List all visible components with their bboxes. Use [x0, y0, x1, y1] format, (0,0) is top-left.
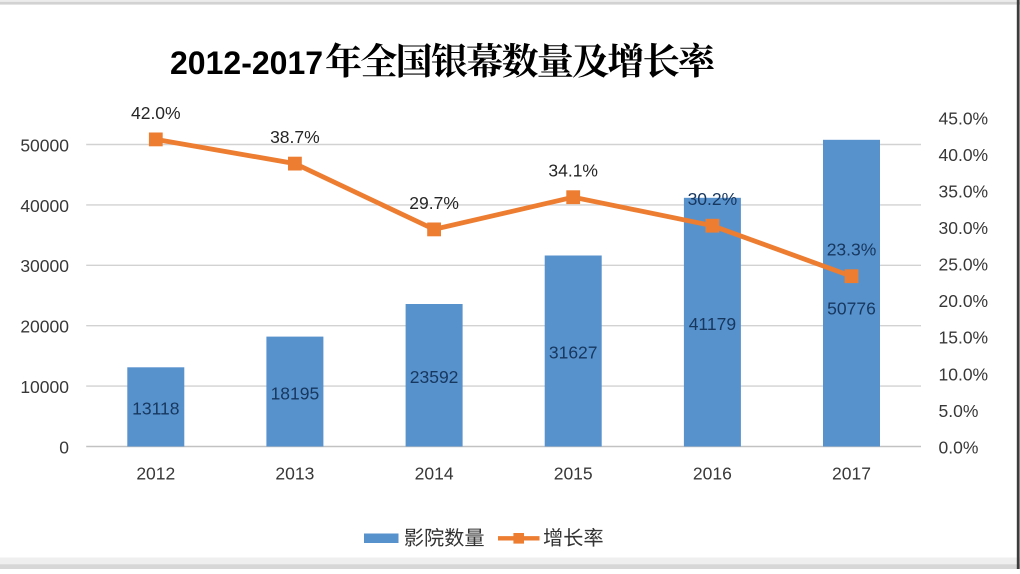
svg-text:2012-2017: 2012-2017 — [170, 45, 323, 81]
svg-text:30.2%: 30.2% — [688, 189, 738, 209]
svg-text:2013: 2013 — [275, 463, 314, 483]
svg-text:31627: 31627 — [549, 343, 598, 363]
svg-text:45.0%: 45.0% — [939, 108, 989, 128]
svg-text:30.0%: 30.0% — [939, 218, 989, 238]
svg-text:10.0%: 10.0% — [939, 364, 989, 384]
svg-text:2014: 2014 — [415, 463, 454, 483]
svg-text:23592: 23592 — [410, 367, 459, 387]
svg-text:2017: 2017 — [832, 463, 871, 483]
svg-text:40000: 40000 — [20, 196, 69, 216]
svg-text:2015: 2015 — [554, 463, 593, 483]
svg-text:25.0%: 25.0% — [939, 255, 989, 275]
svg-text:38.7%: 38.7% — [270, 127, 320, 147]
svg-text:29.7%: 29.7% — [409, 193, 459, 213]
svg-text:5.0%: 5.0% — [939, 401, 979, 421]
svg-text:13118: 13118 — [132, 399, 179, 419]
svg-text:18195: 18195 — [271, 383, 320, 403]
svg-text:2016: 2016 — [693, 463, 732, 483]
svg-text:50000: 50000 — [20, 135, 69, 155]
svg-text:42.0%: 42.0% — [131, 103, 181, 123]
svg-text:0.0%: 0.0% — [939, 437, 979, 457]
svg-text:23.3%: 23.3% — [827, 240, 877, 260]
svg-text:20.0%: 20.0% — [939, 291, 989, 311]
svg-text:40.0%: 40.0% — [939, 145, 989, 165]
svg-text:10000: 10000 — [20, 377, 69, 397]
svg-text:34.1%: 34.1% — [548, 161, 598, 181]
svg-text:15.0%: 15.0% — [939, 328, 989, 348]
svg-text:20000: 20000 — [20, 317, 69, 337]
svg-text:2012: 2012 — [136, 463, 175, 483]
svg-text:50776: 50776 — [827, 299, 876, 319]
svg-text:41179: 41179 — [689, 314, 736, 334]
svg-text:35.0%: 35.0% — [939, 182, 989, 202]
svg-text:30000: 30000 — [20, 256, 69, 276]
svg-text:0: 0 — [59, 437, 69, 457]
